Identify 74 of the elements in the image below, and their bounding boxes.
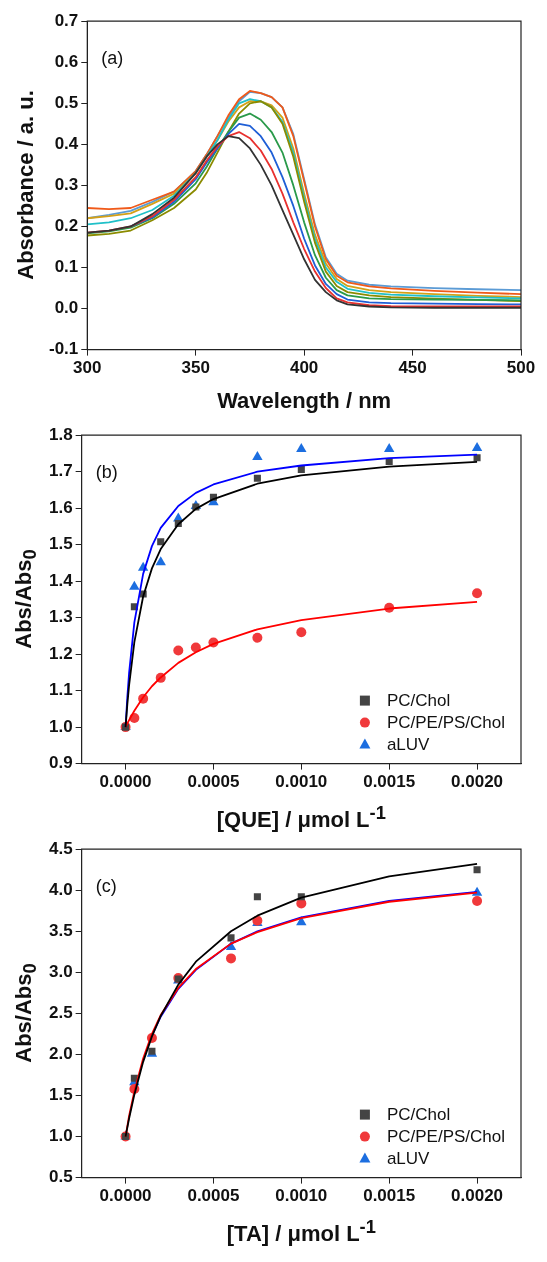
y-tick-label: 4.0 — [48, 879, 73, 899]
x-tick-label: 0.0015 — [363, 1186, 416, 1206]
y-tick-label: 4.5 — [48, 838, 73, 858]
y-tick-label: 1.6 — [48, 497, 73, 517]
legend-label: PC/Chol — [386, 691, 451, 711]
point — [472, 895, 483, 906]
y-axis-title: Absorbance / a. u. — [13, 90, 39, 281]
point — [226, 953, 237, 964]
annotation: (a) — [101, 48, 124, 69]
x-axis-title: [QUE] / μmol L$^{-1}$ — [216, 802, 386, 834]
y-tick-label: 0.6 — [54, 51, 79, 71]
point — [252, 451, 263, 461]
y-tick-label: 0.9 — [48, 753, 73, 773]
y-tick-label: -0.1 — [49, 339, 79, 359]
y-tick-label: 0.5 — [48, 1167, 73, 1187]
y-tick-label: 1.0 — [48, 1126, 73, 1146]
point — [157, 538, 165, 546]
y-tick-label: 1.2 — [48, 643, 73, 663]
legend-label: PC/PE/PS/Chol — [386, 1127, 506, 1147]
x-tick-label: 400 — [289, 358, 319, 378]
y-tick-label: 1.4 — [48, 570, 74, 590]
point — [471, 441, 483, 451]
x-tick-label: 450 — [398, 358, 427, 378]
point — [297, 465, 305, 474]
x-tick-label: 350 — [181, 358, 210, 378]
x-tick-label: 0.0000 — [99, 1186, 152, 1206]
y-tick-label: 3.0 — [48, 962, 73, 982]
y-tick-label: 0.3 — [54, 175, 79, 195]
point — [296, 443, 307, 453]
y-tick-label: 0.0 — [54, 298, 79, 318]
y-tick-label: 0.4 — [54, 134, 79, 154]
point — [472, 588, 483, 599]
point — [253, 474, 261, 482]
point — [155, 556, 166, 566]
x-tick-label: 0.0015 — [363, 772, 416, 792]
y-tick-label: 1.8 — [48, 424, 73, 444]
legend-label: PC/PE/PS/Chol — [386, 713, 506, 733]
x-tick-label: 0.0010 — [275, 772, 328, 792]
x-tick-label: 0.0020 — [451, 772, 504, 792]
x-tick-label: 0.0010 — [275, 1186, 328, 1206]
y-tick-label: 3.5 — [48, 920, 73, 940]
x-tick-label: 300 — [73, 358, 102, 378]
legend-label: PC/Chol — [386, 1105, 451, 1125]
point — [129, 580, 140, 590]
y-tick-label: 1.7 — [48, 461, 73, 481]
point — [383, 443, 395, 453]
point — [227, 934, 235, 942]
x-tick-label: 0.0000 — [99, 772, 152, 792]
point — [296, 627, 307, 638]
y-tick-label: 1.5 — [48, 534, 73, 554]
y-tick-label: 0.2 — [54, 216, 79, 236]
legend-label: aLUV — [386, 735, 431, 755]
y-tick-label: 1.3 — [48, 607, 73, 627]
y-tick-label: 1.1 — [48, 680, 73, 700]
annotation: (b) — [95, 462, 118, 483]
x-axis-title: [TA] / μmol L$^{-1}$ — [226, 1216, 376, 1248]
y-tick-label: 1.5 — [48, 1085, 73, 1105]
x-axis-title: Wavelength / nm — [217, 388, 392, 414]
y-tick-label: 2.5 — [48, 1003, 73, 1023]
x-tick-label: 500 — [506, 358, 536, 378]
legend-label: aLUV — [386, 1149, 431, 1169]
y-tick-label: 0.5 — [54, 92, 79, 112]
point — [473, 866, 481, 874]
x-tick-label: 0.0020 — [451, 1186, 504, 1206]
point — [173, 645, 184, 656]
x-tick-label: 0.0005 — [187, 1186, 240, 1206]
point — [253, 893, 261, 901]
annotation: (c) — [95, 876, 117, 897]
y-tick-label: 1.0 — [48, 716, 73, 736]
x-tick-label: 0.0005 — [187, 772, 240, 792]
y-tick-label: 2.0 — [48, 1044, 73, 1064]
y-tick-label: 0.7 — [54, 10, 79, 30]
y-tick-label: 0.1 — [54, 257, 79, 277]
point — [252, 632, 263, 643]
